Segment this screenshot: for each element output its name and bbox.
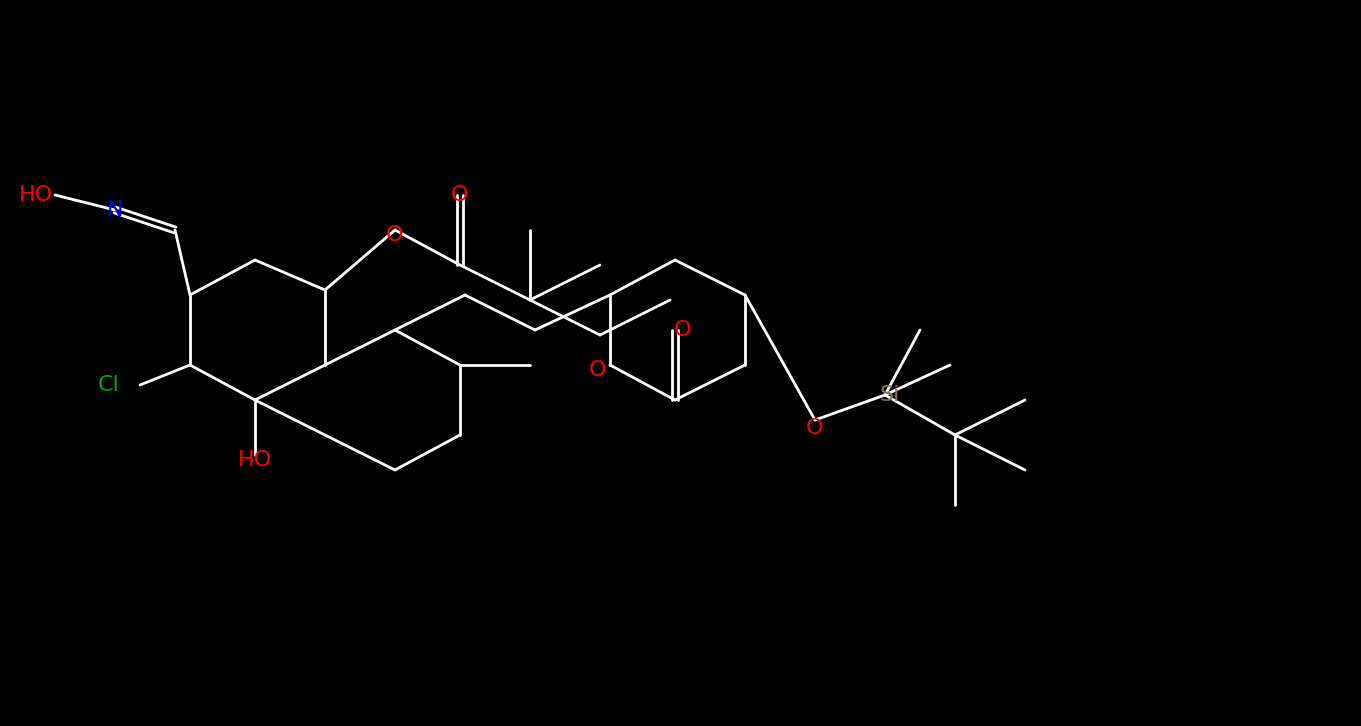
Text: O: O (589, 360, 607, 380)
Text: Si: Si (879, 385, 900, 405)
Text: Cl: Cl (98, 375, 120, 395)
Text: O: O (806, 418, 823, 438)
Text: O: O (452, 185, 468, 205)
Text: HO: HO (238, 450, 272, 470)
Text: O: O (387, 225, 404, 245)
Text: O: O (674, 320, 691, 340)
Text: N: N (106, 200, 124, 220)
Text: HO: HO (19, 185, 53, 205)
